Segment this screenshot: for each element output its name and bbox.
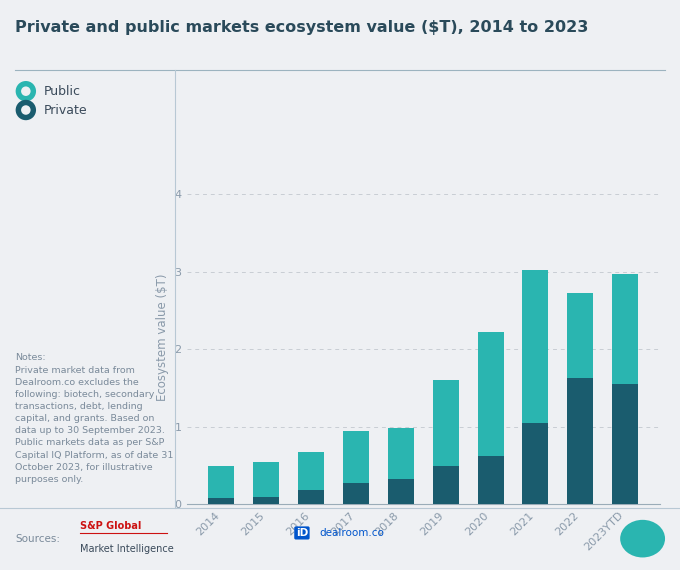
Text: Sources:: Sources: [15,534,60,544]
Bar [343,483,369,504]
Bar [477,332,504,455]
Bar [209,466,235,498]
Bar [343,431,369,483]
Bar [254,462,279,496]
Text: S&P Global: S&P Global [80,521,141,531]
Bar [298,491,324,504]
Bar [612,274,638,384]
Text: Private and public markets ecosystem value ($T), 2014 to 2023: Private and public markets ecosystem val… [15,20,588,35]
Bar [522,270,549,423]
Bar [432,380,459,466]
Text: Notes:
Private market data from
Dealroom.co excludes the
following: biotech, sec: Notes: Private market data from Dealroom… [15,353,173,484]
Bar [522,423,549,504]
Bar [209,498,235,504]
Bar [388,429,414,479]
Text: Private: Private [44,104,88,116]
Bar [567,378,593,504]
Bar [254,496,279,504]
Text: dealroom.co: dealroom.co [320,528,384,538]
Text: Market Intelligence: Market Intelligence [80,544,174,554]
Text: iD: iD [296,528,308,538]
Bar [432,466,459,504]
Bar [298,451,324,491]
Bar [612,384,638,504]
Bar [388,479,414,504]
Y-axis label: Ecosystem value ($T): Ecosystem value ($T) [156,274,169,401]
Text: Public: Public [44,85,81,97]
Text: ↓: ↓ [636,531,649,546]
Bar [567,293,593,378]
Bar [477,455,504,504]
